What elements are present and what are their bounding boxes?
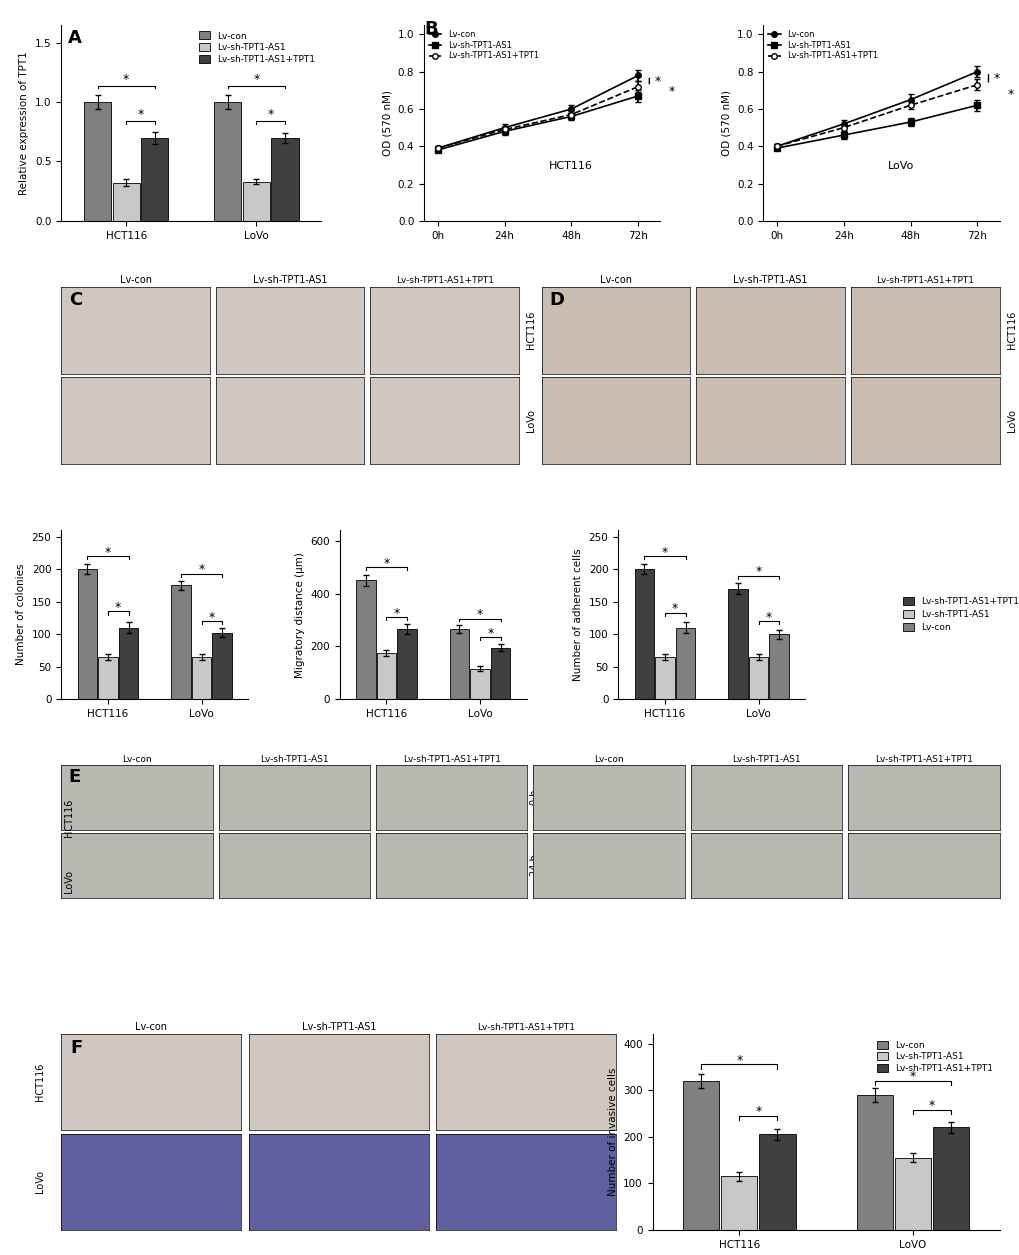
Text: *: *	[138, 108, 144, 122]
Bar	[396, 629, 417, 699]
Bar	[376, 653, 395, 699]
Bar	[77, 570, 97, 699]
Text: *: *	[477, 609, 483, 621]
Text: *: *	[994, 72, 1000, 85]
Y-axis label: Migratory distance (μm): Migratory distance (μm)	[294, 552, 305, 678]
Y-axis label: Number of adherent cells: Number of adherent cells	[573, 548, 583, 681]
Legend: Lv-con, Lv-sh-TPT1-AS1, Lv-sh-TPT1-AS1+TPT1: Lv-con, Lv-sh-TPT1-AS1, Lv-sh-TPT1-AS1+T…	[874, 1039, 995, 1076]
Text: *: *	[668, 85, 675, 98]
Legend: Lv-con, Lv-sh-TPT1-AS1, Lv-sh-TPT1-AS1+TPT1: Lv-con, Lv-sh-TPT1-AS1, Lv-sh-TPT1-AS1+T…	[766, 29, 878, 61]
Text: LoVo: LoVo	[1006, 409, 1016, 432]
Text: HCT116: HCT116	[1006, 311, 1016, 349]
Text: Lv-sh-TPT1-AS1: Lv-sh-TPT1-AS1	[260, 754, 328, 763]
Text: Lv-sh-TPT1-AS1+TPT1: Lv-sh-TPT1-AS1+TPT1	[403, 754, 500, 763]
Text: *: *	[909, 1071, 915, 1083]
Bar	[654, 656, 675, 699]
Text: *: *	[209, 610, 215, 624]
Text: 0 h: 0 h	[530, 789, 540, 806]
Bar	[192, 656, 211, 699]
Text: *: *	[105, 546, 111, 558]
Text: B: B	[424, 20, 437, 38]
Text: *: *	[654, 74, 660, 88]
Bar	[490, 648, 510, 699]
Legend: Lv-sh-TPT1-AS1+TPT1, Lv-sh-TPT1-AS1, Lv-con: Lv-sh-TPT1-AS1+TPT1, Lv-sh-TPT1-AS1, Lv-…	[901, 596, 1019, 634]
Text: Lv-sh-TPT1-AS1: Lv-sh-TPT1-AS1	[302, 1023, 376, 1033]
Y-axis label: OD (570 nM): OD (570 nM)	[382, 90, 392, 156]
Y-axis label: Number of invasive cells: Number of invasive cells	[607, 1068, 618, 1196]
Bar	[214, 102, 242, 221]
Bar	[243, 182, 270, 221]
Text: Lv-con: Lv-con	[599, 275, 632, 285]
Y-axis label: Number of colonies: Number of colonies	[16, 563, 26, 665]
Text: 24 h: 24 h	[530, 855, 540, 876]
Text: Lv-sh-TPT1-AS1: Lv-sh-TPT1-AS1	[253, 275, 327, 285]
Text: A: A	[67, 29, 82, 46]
Bar	[271, 138, 299, 221]
Text: LoVo: LoVo	[64, 870, 74, 892]
Text: *: *	[393, 607, 399, 620]
Bar	[856, 1094, 892, 1230]
Bar	[748, 656, 767, 699]
Bar	[683, 1081, 718, 1230]
Bar	[758, 1135, 795, 1230]
Bar	[720, 1176, 757, 1230]
Text: E: E	[68, 768, 81, 786]
Text: Lv-con: Lv-con	[136, 1023, 167, 1033]
Text: *: *	[755, 565, 761, 579]
Text: *: *	[928, 1099, 934, 1112]
Text: Lv-sh-TPT1-AS1+TPT1: Lv-sh-TPT1-AS1+TPT1	[874, 754, 972, 763]
Text: Lv-con: Lv-con	[594, 754, 624, 763]
Bar	[634, 570, 653, 699]
Text: HCT116: HCT116	[64, 799, 74, 837]
Y-axis label: OD (570 nM): OD (570 nM)	[720, 90, 731, 156]
Bar	[768, 634, 788, 699]
Text: *: *	[123, 73, 129, 85]
Bar	[212, 633, 231, 699]
Text: *: *	[1007, 89, 1013, 102]
Bar	[894, 1157, 930, 1230]
Text: *: *	[487, 626, 493, 640]
Bar	[676, 628, 695, 699]
Text: Lv-con: Lv-con	[119, 275, 152, 285]
Text: HCT116: HCT116	[35, 1063, 45, 1102]
Text: *: *	[736, 1054, 742, 1067]
Bar	[98, 656, 117, 699]
Text: *: *	[115, 601, 121, 614]
Text: HCT116: HCT116	[526, 311, 536, 349]
Text: *: *	[754, 1106, 761, 1118]
Text: C: C	[68, 291, 82, 309]
Bar	[356, 580, 375, 699]
Bar	[470, 669, 489, 699]
Bar	[932, 1127, 968, 1230]
Legend: Lv-con, Lv-sh-TPT1-AS1, Lv-sh-TPT1-AS1+TPT1: Lv-con, Lv-sh-TPT1-AS1, Lv-sh-TPT1-AS1+T…	[428, 29, 540, 61]
Text: Lv-sh-TPT1-AS1: Lv-sh-TPT1-AS1	[733, 275, 807, 285]
Text: *: *	[199, 563, 205, 576]
Text: LoVo: LoVo	[35, 1171, 45, 1194]
Text: D: D	[549, 291, 564, 309]
Text: *: *	[253, 73, 259, 85]
Text: *: *	[672, 602, 678, 615]
Text: Lv-sh-TPT1-AS1+TPT1: Lv-sh-TPT1-AS1+TPT1	[395, 276, 493, 285]
Bar	[171, 585, 191, 699]
Text: Lv-sh-TPT1-AS1+TPT1: Lv-sh-TPT1-AS1+TPT1	[477, 1023, 575, 1033]
Y-axis label: Relative expression of TPT1: Relative expression of TPT1	[19, 51, 30, 195]
Text: Lv-con: Lv-con	[122, 754, 152, 763]
Bar	[449, 629, 469, 699]
Bar	[141, 138, 168, 221]
Text: LoVo: LoVo	[888, 161, 914, 171]
Text: Lv-sh-TPT1-AS1+TPT1: Lv-sh-TPT1-AS1+TPT1	[875, 276, 973, 285]
Text: HCT116: HCT116	[548, 161, 592, 171]
Bar	[118, 628, 139, 699]
Text: Lv-sh-TPT1-AS1: Lv-sh-TPT1-AS1	[732, 754, 800, 763]
Legend: Lv-con, Lv-sh-TPT1-AS1, Lv-sh-TPT1-AS1+TPT1: Lv-con, Lv-sh-TPT1-AS1, Lv-sh-TPT1-AS1+T…	[197, 30, 317, 67]
Text: LoVo: LoVo	[526, 409, 536, 432]
Text: *: *	[765, 610, 771, 624]
Bar	[728, 589, 747, 699]
Text: *: *	[267, 108, 273, 122]
Text: F: F	[70, 1039, 83, 1057]
Bar	[84, 102, 111, 221]
Text: *: *	[383, 557, 389, 570]
Bar	[112, 183, 140, 221]
Text: *: *	[661, 546, 667, 558]
